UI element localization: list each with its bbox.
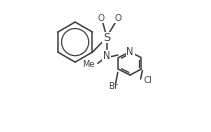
Text: O: O: [114, 14, 121, 23]
Text: Me: Me: [82, 60, 94, 69]
Text: N: N: [126, 47, 134, 57]
Text: N: N: [103, 51, 111, 61]
Text: Br: Br: [108, 82, 118, 91]
Text: O: O: [97, 14, 104, 23]
Text: S: S: [103, 33, 110, 43]
Text: Cl: Cl: [144, 76, 153, 85]
